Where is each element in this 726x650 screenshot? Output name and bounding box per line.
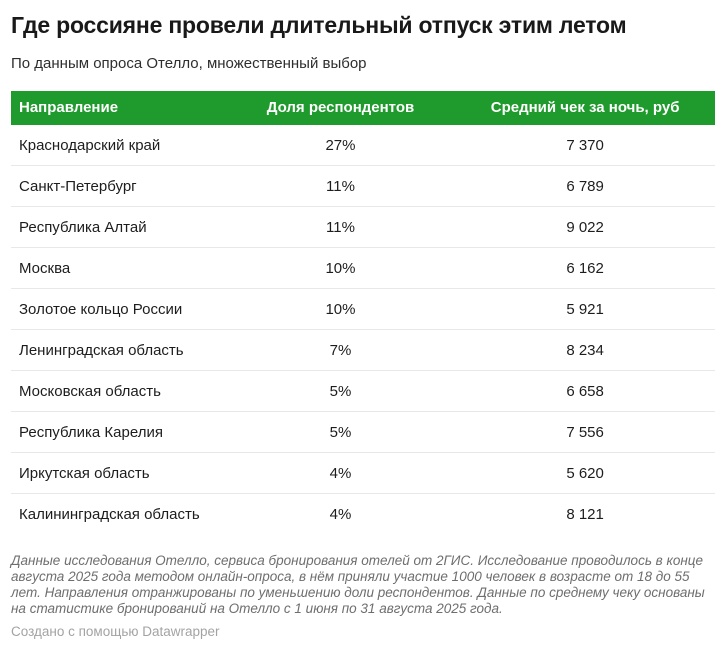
cell-destination: Республика Алтай <box>11 205 226 248</box>
cell-share: 5% <box>225 410 456 453</box>
cell-destination: Калининградская область <box>11 492 226 534</box>
table-row: Краснодарский край 27% 7 370 <box>11 124 715 166</box>
table-body: Краснодарский край 27% 7 370 Санкт-Петер… <box>11 124 715 534</box>
table-header: Направление Доля респондентов Средний че… <box>11 90 715 125</box>
cell-share: 10% <box>225 246 456 289</box>
cell-avg-check: 8 121 <box>455 492 715 534</box>
cell-share: 4% <box>225 451 456 494</box>
cell-destination: Ленинградская область <box>11 328 226 371</box>
cell-destination: Краснодарский край <box>11 124 226 166</box>
cell-destination: Иркутская область <box>11 451 226 494</box>
column-header-avg-check: Средний чек за ночь, руб <box>455 90 715 125</box>
table-header-row: Направление Доля респондентов Средний че… <box>11 90 715 125</box>
cell-share: 4% <box>225 492 456 534</box>
column-header-share: Доля респондентов <box>225 90 456 125</box>
table-row: Золотое кольцо России 10% 5 921 <box>11 287 715 330</box>
cell-avg-check: 6 162 <box>455 246 715 289</box>
datawrapper-attribution-link[interactable]: Создано с помощью Datawrapper <box>11 624 220 640</box>
cell-destination: Московская область <box>11 369 226 412</box>
cell-share: 5% <box>225 369 456 412</box>
cell-avg-check: 9 022 <box>455 205 715 248</box>
cell-share: 11% <box>225 164 456 207</box>
cell-avg-check: 7 370 <box>455 124 715 166</box>
table-row: Москва 10% 6 162 <box>11 246 715 289</box>
cell-share: 11% <box>225 205 456 248</box>
cell-destination: Санкт-Петербург <box>11 164 226 207</box>
table-row: Санкт-Петербург 11% 6 789 <box>11 164 715 207</box>
data-table: Направление Доля респондентов Средний че… <box>11 90 715 534</box>
cell-avg-check: 7 556 <box>455 410 715 453</box>
footer-notes: Данные исследования Отелло, сервиса брон… <box>11 552 705 617</box>
page-title: Где россияне провели длительный отпуск э… <box>11 12 627 38</box>
table-row: Республика Карелия 5% 7 556 <box>11 410 715 453</box>
column-header-destination: Направление <box>11 90 226 125</box>
cell-avg-check: 6 789 <box>455 164 715 207</box>
cell-destination: Москва <box>11 246 226 289</box>
cell-avg-check: 5 921 <box>455 287 715 330</box>
cell-share: 7% <box>225 328 456 371</box>
page-subtitle: По данным опроса Отелло, множественный в… <box>11 54 367 72</box>
table-row: Калининградская область 4% 8 121 <box>11 492 715 534</box>
table-row: Республика Алтай 11% 9 022 <box>11 205 715 248</box>
cell-share: 10% <box>225 287 456 330</box>
cell-avg-check: 5 620 <box>455 451 715 494</box>
table-row: Московская область 5% 6 658 <box>11 369 715 412</box>
table-row: Иркутская область 4% 5 620 <box>11 451 715 494</box>
cell-share: 27% <box>225 124 456 166</box>
table-row: Ленинградская область 7% 8 234 <box>11 328 715 371</box>
cell-destination: Золотое кольцо России <box>11 287 226 330</box>
cell-avg-check: 8 234 <box>455 328 715 371</box>
cell-destination: Республика Карелия <box>11 410 226 453</box>
cell-avg-check: 6 658 <box>455 369 715 412</box>
